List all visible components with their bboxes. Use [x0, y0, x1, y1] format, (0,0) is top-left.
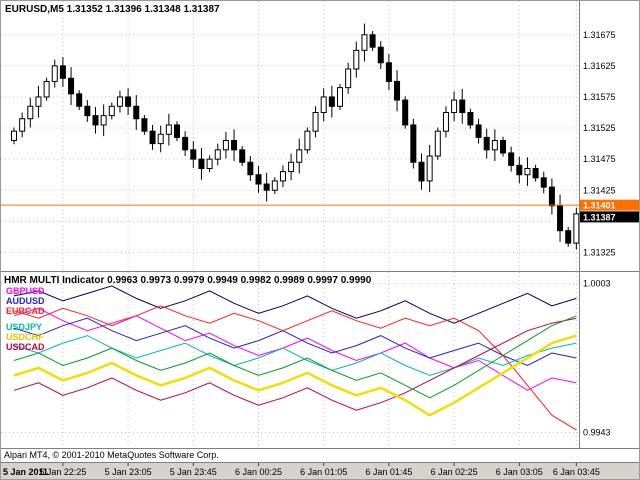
indicator-tick-label: 0.9943 — [583, 428, 611, 438]
time-tick-label: 6 Jan 03:05 — [496, 467, 543, 477]
indicator-grid — [1, 272, 579, 448]
bid-price-label-bg — [580, 211, 639, 223]
price-tick-label: 1.31475 — [583, 154, 616, 164]
pair-label-GBPUSD: GBPUSD — [6, 286, 45, 296]
price-tick-label: 1.31425 — [583, 185, 616, 195]
series-USDCHF — [13, 334, 577, 417]
time-tick-label: 6 Jan 02:25 — [431, 467, 478, 477]
pair-label-USDCHF: USDCHF — [6, 332, 44, 342]
order-price-label: 1.31401 — [583, 201, 616, 211]
time-tick-label: 6 Jan 03:45 — [553, 467, 600, 477]
series-line-navy — [13, 285, 577, 324]
time-tick-label: 6 Jan 01:05 — [300, 467, 347, 477]
price-tick-label: 1.31575 — [583, 92, 616, 102]
time-tick-label: 6 Jan 00:25 — [235, 467, 282, 477]
indicator-panel[interactable]: 1.0003 0.9943 HMR MULTI Indicator 0.9963 0… — [1, 271, 639, 448]
main-chart-canvas[interactable]: 1.31675 1.31625 1.31575 1.31525 1.31475 1.314… — [1, 1, 639, 271]
price-axis: 1.31675 1.31625 1.31575 1.31525 1.31475 1.314… — [580, 30, 639, 257]
series-USDJPY — [13, 335, 577, 376]
price-tick-label: 1.31675 — [583, 30, 616, 40]
main-grid — [1, 1, 579, 271]
pair-label-USDCAD: USDCAD — [6, 342, 45, 352]
chart-title: EURUSD,M5 1.31352 1.31396 1.31348 1.3138… — [5, 4, 220, 15]
time-tick-label: 5 Jan 22:25 — [39, 467, 86, 477]
series-EURCAD — [13, 305, 577, 431]
price-tick-label: 1.31525 — [583, 123, 616, 133]
time-tick-label: 5 Jan 2011 — [3, 467, 48, 477]
series-AUDUSD — [13, 317, 577, 367]
indicator-title: HMR MULTI Indicator 0.9963 0.9973 0.9979… — [4, 275, 372, 286]
pair-label-USDJPY: USDJPY — [6, 322, 42, 332]
pair-label-AUDUSD: AUDUSD — [6, 296, 45, 306]
bid-price-label: 1.31387 — [583, 212, 616, 222]
copyright-bar: Alpari MT4, © 2001-2010 MetaQuotes Softw… — [1, 448, 639, 462]
indicator-series — [13, 285, 577, 431]
copyright-text: Alpari MT4, © 2001-2010 MetaQuotes Softw… — [4, 450, 219, 460]
indicator-canvas[interactable]: 1.0003 0.9943 HMR MULTI Indicator 0.9963 0… — [1, 272, 639, 448]
price-tick-label: 1.31325 — [583, 247, 616, 257]
time-axis[interactable]: 5 Jan 2011 5 Jan 22:25 5 Jan 23:05 5 Jan 23… — [1, 462, 639, 479]
main-chart-panel[interactable]: 1.31675 1.31625 1.31575 1.31525 1.31475 1.314… — [1, 1, 639, 271]
time-tick-label: 5 Jan 23:05 — [105, 467, 152, 477]
series-USDCAD — [13, 317, 577, 411]
time-tick-label: 5 Jan 23:45 — [170, 467, 217, 477]
pair-label-EURCAD: EURCAD — [6, 306, 45, 316]
order-price-label-bg — [580, 199, 639, 211]
indicator-axis: 1.0003 0.9943 — [583, 278, 611, 437]
time-tick-label: 6 Jan 01:45 — [365, 467, 412, 477]
indicator-tick-label: 1.0003 — [583, 278, 611, 288]
candlestick-series — [11, 23, 580, 250]
series-line-green — [13, 315, 577, 399]
price-tick-label: 1.31625 — [583, 61, 616, 71]
